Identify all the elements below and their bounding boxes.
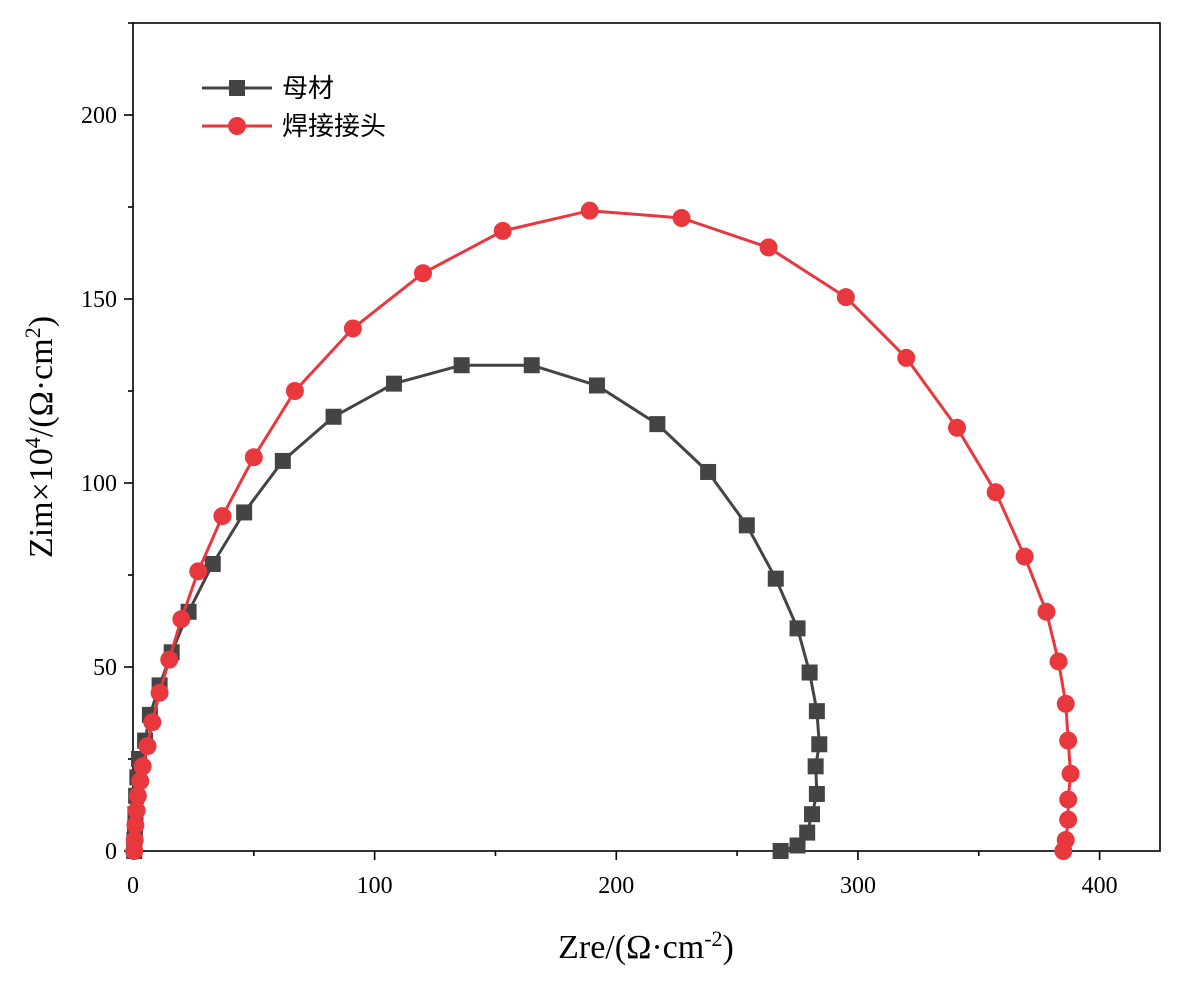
legend-marker bbox=[229, 80, 245, 96]
series-0 bbox=[126, 357, 828, 859]
series-1 bbox=[125, 201, 1080, 860]
data-point bbox=[138, 737, 157, 756]
data-point bbox=[986, 483, 1005, 502]
data-point bbox=[385, 375, 402, 392]
data-point bbox=[789, 837, 806, 854]
data-point bbox=[789, 620, 806, 637]
data-point bbox=[1037, 602, 1056, 621]
data-point bbox=[1059, 810, 1078, 829]
y-tick-label: 0 bbox=[105, 839, 117, 865]
data-point bbox=[807, 758, 824, 775]
data-point bbox=[126, 816, 145, 835]
data-point bbox=[131, 772, 150, 791]
data-point bbox=[325, 408, 342, 425]
data-point bbox=[1059, 731, 1078, 750]
data-point bbox=[236, 504, 253, 521]
legend-marker bbox=[228, 117, 246, 135]
data-point bbox=[204, 555, 221, 572]
data-point bbox=[189, 562, 208, 581]
data-point bbox=[700, 463, 717, 480]
data-point bbox=[493, 221, 512, 240]
data-point bbox=[1054, 842, 1073, 860]
data-point bbox=[808, 703, 825, 720]
series-layer bbox=[125, 201, 1080, 860]
data-point bbox=[1049, 652, 1068, 671]
data-point bbox=[150, 683, 169, 702]
data-point bbox=[801, 664, 818, 681]
data-point bbox=[672, 209, 691, 228]
data-point bbox=[244, 448, 263, 467]
data-point bbox=[804, 806, 821, 823]
data-point bbox=[285, 382, 304, 400]
data-point bbox=[759, 238, 778, 257]
data-point bbox=[274, 452, 291, 469]
data-point bbox=[125, 830, 144, 849]
data-point bbox=[143, 713, 162, 732]
data-point bbox=[1015, 547, 1034, 566]
data-point bbox=[1061, 764, 1080, 783]
x-tick-label: 200 bbox=[598, 873, 634, 899]
data-point bbox=[160, 650, 179, 669]
x-tick-label: 400 bbox=[1082, 873, 1118, 899]
legend-label: 焊接接头 bbox=[282, 112, 386, 142]
legend-item-1: 焊接接头 bbox=[202, 112, 386, 142]
data-point bbox=[523, 357, 540, 374]
series-line-0 bbox=[132, 363, 821, 853]
data-point bbox=[772, 843, 789, 859]
data-point bbox=[413, 264, 432, 283]
data-point bbox=[172, 610, 191, 629]
data-point bbox=[1059, 790, 1078, 809]
x-tick-label: 0 bbox=[127, 873, 139, 899]
data-point bbox=[811, 736, 828, 753]
x-tick-label: 100 bbox=[357, 873, 393, 899]
legend-item-0: 母材 bbox=[202, 74, 334, 104]
y-tick-label: 200 bbox=[81, 103, 117, 129]
legend-label: 母材 bbox=[282, 74, 334, 104]
y-tick-label: 50 bbox=[93, 655, 117, 681]
plot-frame bbox=[132, 22, 1161, 852]
data-point bbox=[767, 570, 784, 587]
data-point bbox=[453, 357, 470, 374]
x-axis: 0 100 200 300 400 bbox=[127, 851, 1118, 899]
data-point bbox=[897, 348, 916, 367]
series-line-1 bbox=[132, 209, 1073, 852]
data-point bbox=[738, 517, 755, 534]
data-point bbox=[343, 319, 362, 338]
x-tick-label: 300 bbox=[840, 873, 876, 899]
data-point bbox=[836, 288, 855, 307]
data-point bbox=[213, 507, 232, 526]
data-point bbox=[127, 801, 146, 820]
y-tick-label: 100 bbox=[81, 471, 117, 497]
data-point bbox=[128, 786, 147, 805]
data-point bbox=[133, 757, 152, 776]
data-point bbox=[1056, 694, 1075, 713]
y-axis-title: Zim×104/(Ω·cm2) bbox=[20, 316, 61, 558]
data-point bbox=[808, 785, 825, 802]
data-point bbox=[948, 418, 967, 437]
data-point bbox=[588, 377, 605, 394]
x-axis-title: Zre/(Ω·cm-2) bbox=[558, 926, 734, 967]
y-axis: 0 50 100 150 200 bbox=[81, 22, 133, 865]
data-point bbox=[580, 201, 599, 220]
y-tick-label: 150 bbox=[81, 287, 117, 313]
data-point bbox=[799, 824, 816, 841]
data-point bbox=[649, 416, 666, 433]
